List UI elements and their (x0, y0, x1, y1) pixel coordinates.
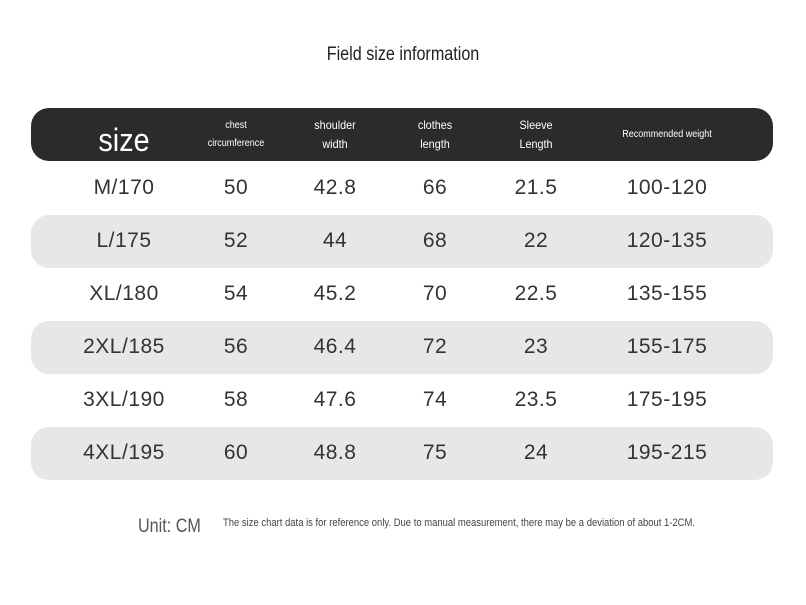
table-cell: M/170 (93, 176, 155, 199)
table-cell: 2XL/185 (83, 335, 165, 358)
table-cell: 45.2 (313, 282, 357, 305)
header-text: Sleeve (519, 117, 553, 132)
table-cell: 155-175 (626, 335, 708, 358)
unit: Unit: CM (138, 516, 201, 537)
header-cell: Sleeve Length (456, 108, 616, 161)
header-text: circumference (207, 137, 265, 149)
header-bar (31, 108, 773, 161)
table-cell: 120-135 (626, 229, 708, 252)
table-cell: 72 (422, 335, 448, 358)
table-cell: 4XL/195 (83, 441, 165, 464)
table-cell: 66 (422, 176, 448, 199)
table-cell: 24 (523, 441, 549, 464)
table-cell: 195-215 (626, 441, 708, 464)
table-cell: 50 (223, 176, 249, 199)
table-cell: 3XL/190 (83, 388, 165, 411)
table-cell: 58 (223, 388, 249, 411)
table-cell: 68 (422, 229, 448, 252)
header-cell: clothes length (355, 108, 515, 161)
table-cell: 56 (223, 335, 249, 358)
table-cell: 46.4 (313, 335, 357, 358)
table-cell: 75 (422, 441, 448, 464)
header-text: Recommended weight (622, 128, 712, 140)
table-cell: 44 (322, 229, 348, 252)
title: Field size information (326, 44, 480, 65)
table-cell: 54 (223, 282, 249, 305)
header-cell: shoulder width (255, 108, 415, 161)
table-cell: 135-155 (626, 282, 708, 305)
header-cell: size (44, 108, 204, 161)
table-cell: 48.8 (313, 441, 357, 464)
header-text: shoulder (314, 117, 356, 132)
table-cell: 52 (223, 229, 249, 252)
header-text: length (420, 136, 450, 151)
table-cell: 47.6 (313, 388, 357, 411)
row-stripe (31, 427, 773, 480)
header-text: chest (225, 119, 247, 131)
header-text: size (98, 121, 150, 158)
table-cell: 70 (422, 282, 448, 305)
table-cell: L/175 (96, 229, 152, 252)
header-cell: Recommended weight (587, 108, 747, 161)
table-cell: 60 (223, 441, 249, 464)
table-cell: 22.5 (514, 282, 558, 305)
table-cell: 22 (523, 229, 549, 252)
header-text: Length (519, 136, 553, 151)
row-stripe (31, 215, 773, 268)
table-cell: 100-120 (626, 176, 708, 199)
table-cell: 21.5 (514, 176, 558, 199)
table-cell: XL/180 (89, 282, 159, 305)
table-cell: 23 (523, 335, 549, 358)
table-cell: 42.8 (313, 176, 357, 199)
table-cell: 175-195 (626, 388, 708, 411)
header-text: clothes (417, 117, 453, 132)
row-stripe (31, 321, 773, 374)
note: The size chart data is for reference onl… (223, 517, 696, 529)
table-cell: 23.5 (514, 388, 558, 411)
header-cell: chest circumference (156, 108, 316, 161)
table-cell: 74 (422, 388, 448, 411)
header-text: width (322, 136, 348, 151)
